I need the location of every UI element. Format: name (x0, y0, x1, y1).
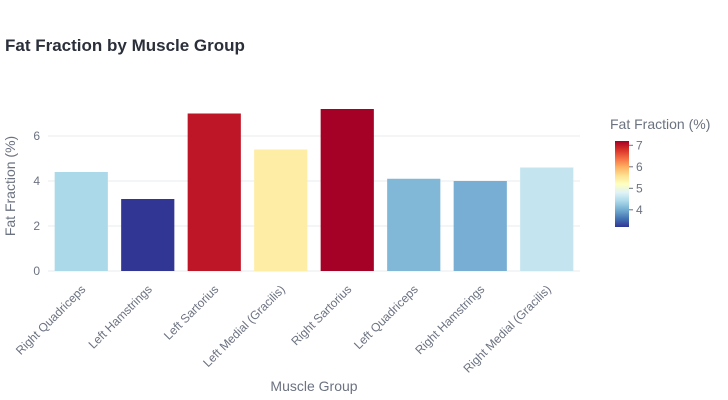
colorbar-gradient (615, 141, 629, 227)
y-axis-title: Fat Fraction (%) (2, 136, 18, 236)
colorbar-title: Fat Fraction (%) (610, 116, 710, 132)
bar (387, 178, 441, 271)
bar (187, 113, 241, 271)
bar (121, 199, 175, 271)
x-tick-label: Right Sartorius (288, 282, 354, 348)
colorbar-tick-label: 7 (636, 138, 643, 152)
x-tick-label: Right Quadriceps (13, 282, 88, 357)
colorbar-tick-label: 4 (636, 203, 643, 217)
bar (320, 109, 374, 271)
x-tick-label: Left Hamstrings (86, 282, 155, 351)
colorbar-legend: Fat Fraction (%) 4 5 6 7 (610, 116, 710, 227)
colorbar-ticks: 4 5 6 7 (629, 138, 643, 217)
x-tick-label: Left Sartorius (161, 282, 221, 342)
chart-title: Fat Fraction by Muscle Group (5, 36, 245, 55)
y-axis-ticks: 0 2 4 6 (33, 129, 40, 278)
y-tick-label: 0 (33, 264, 40, 278)
colorbar-tick-label: 6 (636, 160, 643, 174)
bar (520, 167, 574, 271)
x-tick-label: Right Hamstrings (412, 282, 487, 357)
x-axis-title: Muscle Group (270, 378, 357, 394)
y-tick-label: 2 (33, 219, 40, 233)
x-tick-label: Left Quadriceps (351, 282, 421, 352)
bar (254, 149, 308, 271)
bar (453, 181, 507, 271)
y-tick-label: 4 (33, 174, 40, 188)
y-tick-label: 6 (33, 129, 40, 143)
bar (54, 172, 108, 271)
colorbar-tick-label: 5 (636, 181, 643, 195)
bars (54, 109, 574, 271)
